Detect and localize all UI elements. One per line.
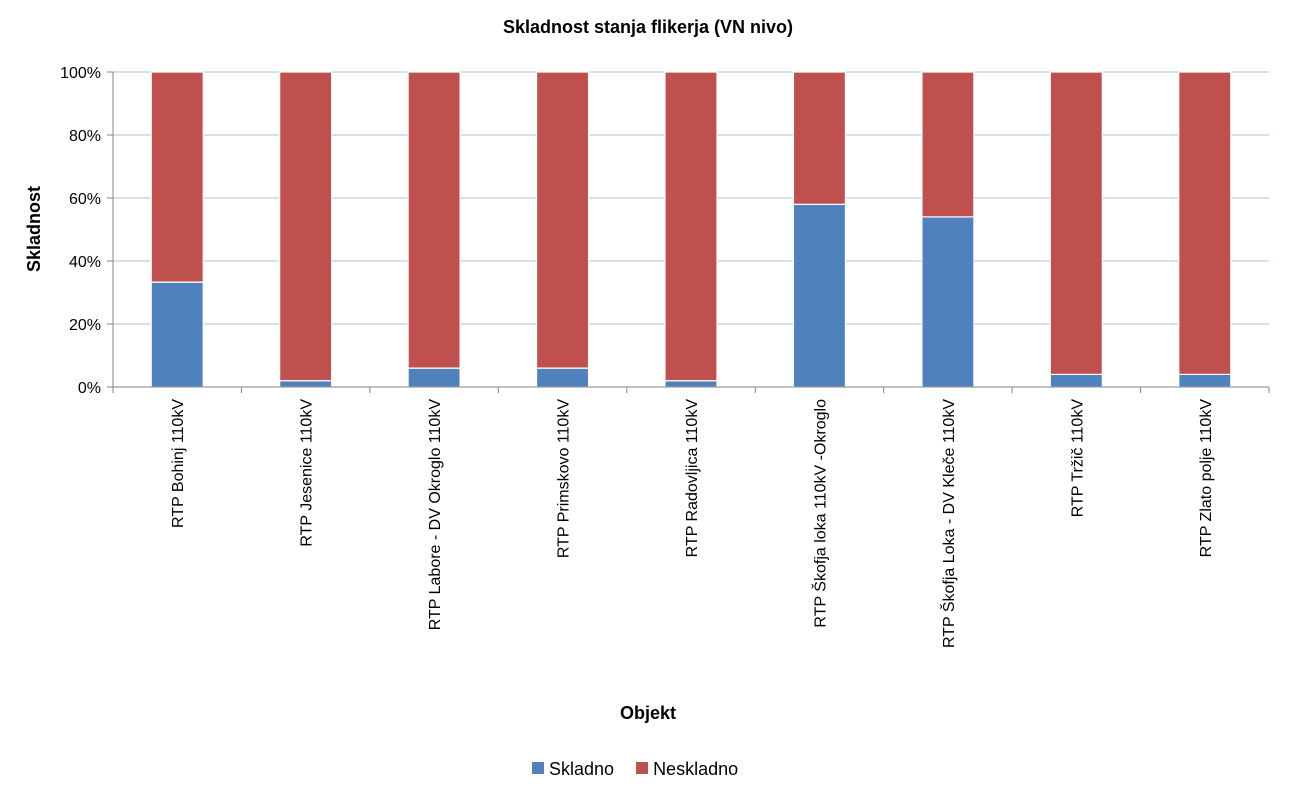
bar-neskladno bbox=[792, 71, 847, 205]
legend: Skladno Neskladno bbox=[532, 759, 738, 779]
x-tick-labels: RTP Bohinj 110kV RTP Jesenice 110kV RTP La… bbox=[170, 399, 1215, 648]
y-tick-label: 20% bbox=[69, 317, 101, 334]
bar-skladno bbox=[921, 216, 975, 388]
bars bbox=[150, 71, 1232, 388]
bar-skladno bbox=[279, 380, 333, 388]
axes bbox=[112, 72, 1270, 393]
x-tick-label: RTP Škofja Loka - DV Kleče 110kV bbox=[939, 399, 958, 648]
legend-swatch-neskladno bbox=[636, 762, 649, 774]
bar-neskladno bbox=[535, 71, 590, 369]
bar-skladno bbox=[535, 367, 590, 388]
bar-neskladno bbox=[1049, 71, 1103, 375]
bar-skladno bbox=[792, 203, 847, 388]
y-axis-title: Skladnost bbox=[24, 186, 44, 272]
y-tick-label: 60% bbox=[69, 191, 101, 208]
chart-title: Skladnost stanja flikerja (VN nivo) bbox=[503, 17, 793, 37]
legend-swatch-skladno bbox=[532, 762, 544, 774]
bar-neskladno bbox=[664, 71, 718, 382]
x-tick-label: RTP Jesenice 110kV bbox=[299, 399, 316, 547]
bar-neskladno bbox=[407, 71, 461, 369]
bar-skladno bbox=[150, 281, 204, 388]
y-tick-label: 0% bbox=[78, 380, 101, 397]
legend-label-skladno: Skladno bbox=[549, 759, 614, 779]
x-tick-label: RTP Tržič 110kV bbox=[1069, 399, 1086, 518]
bar-neskladno bbox=[279, 71, 333, 382]
x-tick-label: RTP Bohinj 110kV bbox=[170, 399, 187, 528]
x-axis-title: Objekt bbox=[620, 703, 676, 723]
bar-neskladno bbox=[150, 71, 204, 283]
y-tick-label: 100% bbox=[60, 65, 101, 82]
y-tick-labels: 0% 20% 40% 60% 80% 100% bbox=[60, 65, 101, 397]
bar-skladno bbox=[664, 380, 718, 388]
bar-neskladno bbox=[921, 71, 975, 218]
x-tick-label: RTP Zlato polje 110kV bbox=[1198, 399, 1215, 558]
legend-label-neskladno: Neskladno bbox=[653, 759, 738, 779]
x-tick-label: RTP Radovljica 110kV bbox=[684, 399, 701, 558]
bar-skladno bbox=[1049, 373, 1103, 388]
y-tick-label: 40% bbox=[69, 254, 101, 271]
x-tick-label: RTP Primskovo 110kV bbox=[556, 399, 573, 559]
bar-neskladno bbox=[1178, 71, 1232, 375]
x-tick-label: RTP Škofja loka 110kV -Okroglo bbox=[810, 399, 829, 628]
bar-skladno bbox=[1178, 373, 1232, 388]
bar-skladno bbox=[407, 367, 461, 388]
x-tick-label: RTP Labore - DV Okroglo 110kV bbox=[427, 399, 444, 631]
y-tick-label: 80% bbox=[69, 128, 101, 145]
